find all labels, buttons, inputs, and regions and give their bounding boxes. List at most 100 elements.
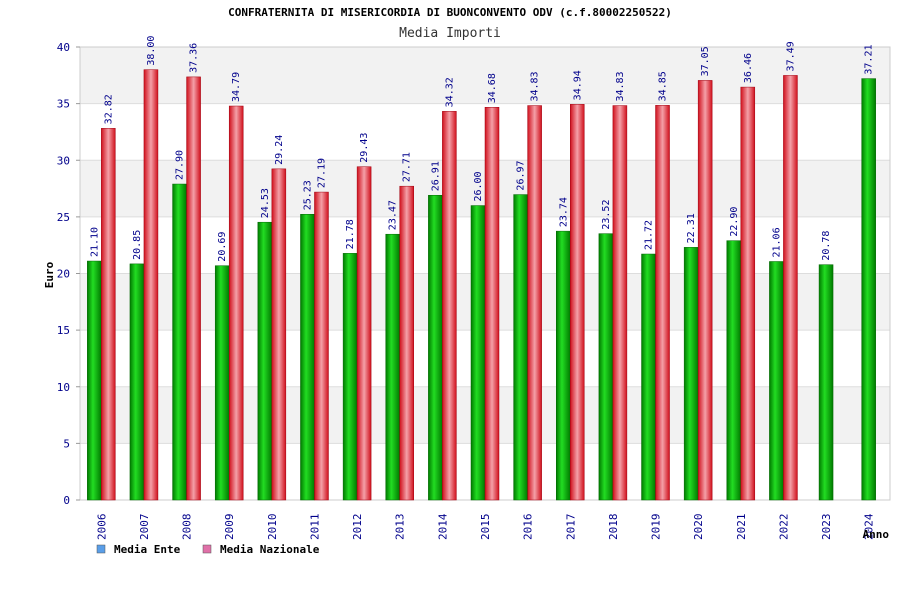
bar-media-ente-2012[interactable]: [342, 253, 358, 501]
data-label-media-nazionale-2006: 32.82: [103, 94, 114, 124]
data-label-media-ente-2017: 23.74: [558, 197, 569, 227]
bar-media-nazionale-2014[interactable]: [442, 111, 457, 501]
x-tick-label-2007: 2007: [138, 514, 151, 541]
data-label-media-ente-2024: 37.21: [864, 44, 875, 74]
bar-media-nazionale-2013[interactable]: [399, 185, 414, 501]
data-label-media-ente-2008: 27.90: [175, 150, 186, 180]
data-label-media-ente-2020: 22.31: [686, 213, 697, 243]
y-tick-label: 40: [57, 41, 70, 54]
data-label-media-nazionale-2017: 34.94: [572, 70, 583, 100]
x-tick-label-2021: 2021: [735, 514, 748, 541]
bar-media-ente-2015[interactable]: [470, 205, 486, 501]
bar-media-nazionale-2020[interactable]: [697, 80, 713, 501]
bar-media-ente-2008[interactable]: [172, 183, 187, 501]
x-tick-label-2022: 2022: [777, 514, 790, 541]
x-tick-label-2008: 2008: [181, 514, 194, 541]
bar-media-ente-2018[interactable]: [598, 233, 614, 501]
data-label-media-nazionale-2022: 37.49: [785, 41, 796, 71]
x-tick-label-2019: 2019: [650, 514, 663, 541]
bar-media-nazionale-2021[interactable]: [740, 86, 756, 501]
legend-item-media-nazionale[interactable]: Media Nazionale: [202, 543, 320, 556]
data-label-media-nazionale-2009: 34.79: [231, 72, 242, 102]
data-label-media-ente-2006: 21.10: [89, 227, 100, 257]
bar-media-nazionale-2017[interactable]: [570, 104, 585, 501]
data-label-media-ente-2016: 26.97: [516, 160, 527, 190]
x-tick-label-2010: 2010: [266, 514, 279, 541]
bar-media-ente-2022[interactable]: [769, 261, 784, 501]
data-label-media-ente-2012: 21.78: [345, 219, 356, 249]
data-label-media-nazionale-2021: 36.46: [743, 53, 754, 83]
bar-media-ente-2019[interactable]: [641, 253, 656, 501]
grid-band: [80, 47, 890, 104]
data-label-media-ente-2013: 23.47: [388, 200, 399, 230]
x-tick-label-2012: 2012: [351, 514, 364, 541]
bar-media-ente-2009[interactable]: [214, 265, 230, 501]
legend: Media Ente Media Nazionale: [96, 543, 320, 556]
bar-media-nazionale-2022[interactable]: [783, 75, 798, 501]
y-tick-label: 25: [57, 211, 70, 224]
bar-media-nazionale-2010[interactable]: [271, 168, 287, 501]
bar-media-nazionale-2006[interactable]: [101, 128, 116, 501]
x-tick-label-2018: 2018: [607, 514, 620, 541]
data-label-media-ente-2010: 24.53: [260, 188, 271, 218]
y-axis-label: Euro: [43, 261, 56, 288]
data-label-media-ente-2015: 26.00: [473, 171, 484, 201]
legend-label-media-nazionale: Media Nazionale: [220, 543, 320, 556]
bar-media-ente-2010[interactable]: [257, 221, 273, 501]
data-label-media-ente-2009: 20.69: [217, 232, 228, 262]
bars: 21.10 32.82 20.85 38.00 27.90 37.36 20.69 34.79…: [87, 36, 876, 501]
bar-media-nazionale-2012[interactable]: [356, 166, 372, 501]
bar-media-ente-2023[interactable]: [818, 264, 834, 501]
legend-label-media-ente: Media Ente: [114, 543, 181, 556]
bar-media-nazionale-2015[interactable]: [484, 106, 500, 501]
data-label-media-nazionale-2020: 37.05: [700, 46, 711, 76]
data-label-media-nazionale-2016: 34.83: [530, 71, 541, 101]
y-tick-label: 35: [57, 98, 70, 111]
data-label-media-nazionale-2019: 34.85: [658, 71, 669, 101]
bar-media-ente-2016[interactable]: [513, 194, 528, 501]
data-label-media-nazionale-2010: 29.24: [274, 135, 285, 165]
x-axis: 2006 2007 2008 2009 2010 2011 2012 2013 2014 2015…: [95, 513, 875, 540]
chart-title: CONFRATERNITA DI MISERICORDIA DI BUONCON…: [228, 6, 672, 19]
x-tick-label-2020: 2020: [692, 514, 705, 541]
data-label-media-ente-2014: 26.91: [430, 161, 441, 191]
x-tick-label-2014: 2014: [436, 513, 449, 540]
y-tick-label: 5: [63, 437, 70, 450]
y-tick-label: 15: [57, 324, 70, 337]
y-tick-label: 20: [57, 268, 70, 281]
bar-media-nazionale-2009[interactable]: [228, 105, 244, 501]
bar-media-ente-2007[interactable]: [129, 263, 145, 501]
data-label-media-ente-2007: 20.85: [132, 230, 143, 260]
y-tick-label: 10: [57, 381, 70, 394]
bar-media-ente-2021[interactable]: [726, 240, 742, 501]
data-label-media-nazionale-2011: 27.19: [316, 158, 327, 188]
data-label-media-nazionale-2014: 34.32: [444, 77, 455, 107]
x-tick-label-2015: 2015: [479, 514, 492, 541]
x-tick-label-2017: 2017: [564, 514, 577, 541]
data-label-media-ente-2021: 22.90: [729, 207, 740, 237]
bar-media-nazionale-2019[interactable]: [655, 105, 670, 501]
bar-media-nazionale-2018[interactable]: [612, 105, 628, 501]
x-tick-label-2006: 2006: [95, 514, 108, 541]
bar-media-ente-2024[interactable]: [861, 78, 876, 501]
data-label-media-nazionale-2018: 34.83: [615, 71, 626, 101]
data-label-media-ente-2023: 20.78: [821, 231, 832, 261]
x-tick-label-2013: 2013: [394, 514, 407, 541]
bar-media-ente-2014[interactable]: [428, 194, 443, 501]
bar-media-ente-2006[interactable]: [87, 260, 102, 501]
data-label-media-ente-2011: 25.23: [302, 180, 313, 210]
chart-subtitle: Media Importi: [399, 26, 501, 41]
bar-media-ente-2017[interactable]: [556, 230, 571, 501]
legend-item-media-ente[interactable]: Media Ente: [96, 543, 181, 556]
bar-media-ente-2011[interactable]: [300, 214, 315, 501]
bar-media-nazionale-2007[interactable]: [143, 69, 159, 501]
bar-media-ente-2020[interactable]: [683, 247, 699, 501]
bar-media-nazionale-2016[interactable]: [527, 105, 542, 501]
data-label-media-ente-2019: 21.72: [644, 220, 655, 250]
bar-media-nazionale-2011[interactable]: [314, 191, 329, 501]
y-tick-label: 0: [63, 494, 70, 507]
y-axis: 0 5 10 15 20 25 30 35 40: [57, 41, 80, 507]
bar-media-ente-2013[interactable]: [385, 233, 400, 501]
bar-media-nazionale-2008[interactable]: [186, 76, 201, 501]
